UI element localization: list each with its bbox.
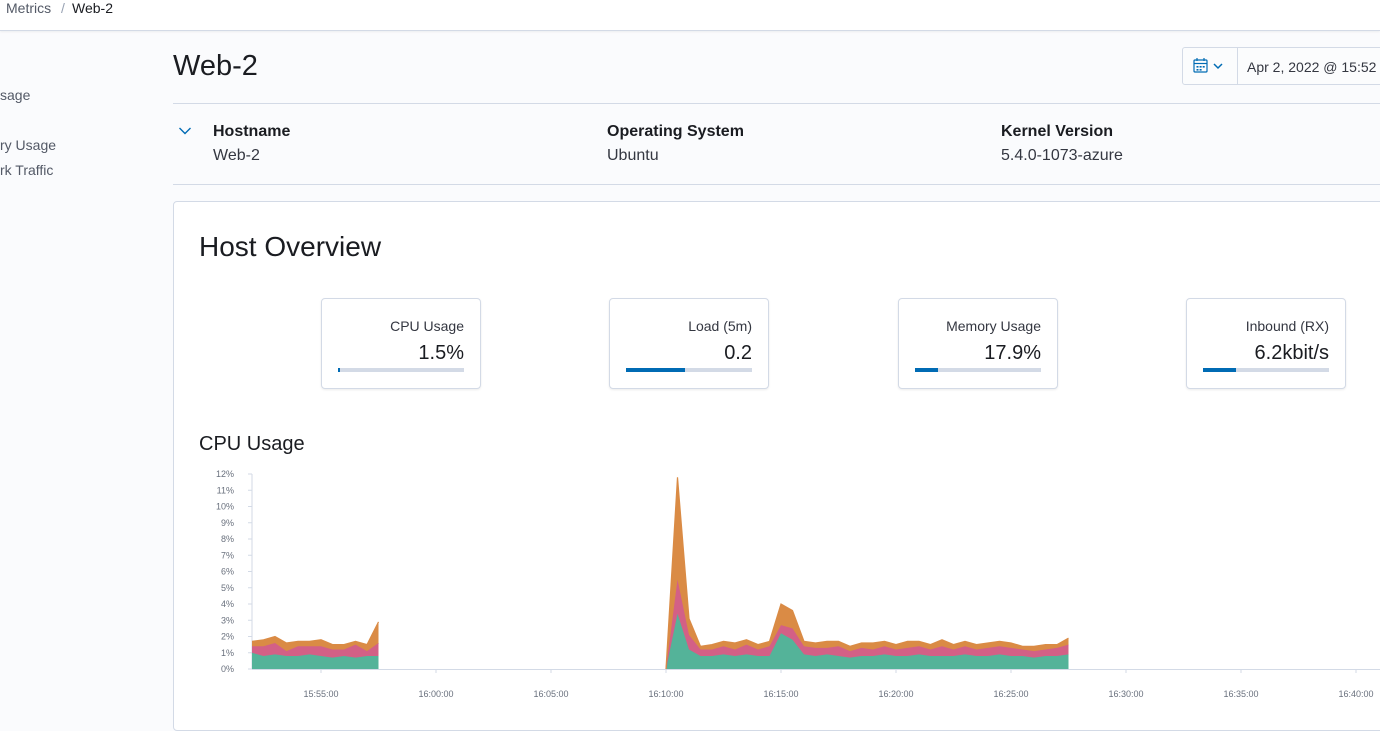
calendar-icon: [1193, 58, 1223, 73]
x-tick-label: 16:00:00: [418, 689, 453, 699]
y-tick-label: 6%: [221, 567, 234, 577]
area-orange: [666, 477, 1069, 669]
kpi-label: Load (5m): [688, 318, 752, 334]
hostname-value: Web-2: [213, 147, 260, 164]
area-orange: [252, 621, 379, 652]
top-bar: Metrics / Web-2: [0, 0, 1380, 31]
y-tick-label: 5%: [221, 583, 234, 593]
y-tick-label: 4%: [221, 599, 234, 609]
area-pink: [252, 643, 379, 658]
os-label: Operating System: [607, 123, 744, 140]
kpi-label: CPU Usage: [390, 318, 464, 334]
y-tick-label: 0%: [221, 664, 234, 674]
divider: [173, 103, 1380, 104]
y-tick-label: 2%: [221, 632, 234, 642]
hostname-label: Hostname: [213, 123, 291, 140]
y-tick-label: 12%: [216, 469, 234, 479]
kpi-progress-bar: [915, 368, 1041, 372]
line-orange: [665, 477, 1069, 670]
x-tick-label: 16:10:00: [648, 689, 683, 699]
x-tick-label: 16:30:00: [1108, 689, 1143, 699]
kpi-load: Load (5m) 0.2: [609, 298, 769, 389]
host-overview-title: Host Overview: [199, 231, 382, 262]
kpi-value: 1.5%: [418, 342, 464, 364]
kpi-progress-fill: [626, 368, 686, 372]
cpu-usage-chart: 0% 1% 2% 3% 4% 5% 6% 7% 8% 9% 10% 11% 12% 15:55:00 16:…: [216, 469, 1380, 699]
y-tick-label: 1%: [221, 648, 234, 658]
date-quick-menu-button[interactable]: [1183, 48, 1238, 84]
kernel-value: 5.4.0-1073-azure: [1001, 147, 1123, 164]
os-value: Ubuntu: [607, 147, 659, 164]
y-tick-label: 9%: [221, 518, 234, 528]
sidebar-item-memory-usage[interactable]: ry Usage: [0, 137, 57, 153]
date-range-start[interactable]: Apr 2, 2022 @ 15:52: [1247, 59, 1377, 75]
kpi-progress-fill: [338, 368, 340, 372]
y-tick-label: 8%: [221, 534, 234, 544]
breadcrumb-current: Web-2: [72, 0, 113, 16]
cpu-usage-chart-title: CPU Usage: [199, 433, 305, 455]
kpi-label: Memory Usage: [946, 318, 1041, 334]
y-tick-label: 7%: [221, 550, 234, 560]
kpi-progress-bar: [626, 368, 752, 372]
kpi-progress-bar: [338, 368, 464, 372]
x-tick-label: 16:15:00: [763, 689, 798, 699]
kpi-value: 0.2: [724, 342, 752, 364]
line-orange: [251, 621, 380, 646]
y-tick-label: 11%: [217, 485, 234, 495]
divider: [173, 184, 1380, 185]
sidebar-item-cpu-usage[interactable]: sage: [0, 87, 31, 103]
x-tick-label: 15:55:00: [303, 689, 338, 699]
collapse-chevron-icon[interactable]: [178, 126, 192, 136]
kpi-memory-usage: Memory Usage 17.9%: [898, 298, 1058, 389]
kpi-progress-bar: [1203, 368, 1329, 372]
kpi-cpu-usage: CPU Usage 1.5%: [321, 298, 481, 389]
x-tick-label: 16:20:00: [878, 689, 913, 699]
x-tick-label: 16:40:00: [1338, 689, 1373, 699]
x-tick-label: 16:35:00: [1223, 689, 1258, 699]
breadcrumb-separator: /: [61, 0, 65, 16]
date-picker: Apr 2, 2022 @ 15:52: [1182, 47, 1380, 85]
kpi-value: 17.9%: [984, 342, 1041, 364]
kpi-value: 6.2kbit/s: [1254, 342, 1329, 364]
y-tick-label: 3%: [221, 615, 234, 625]
x-tick-label: 16:05:00: [533, 689, 568, 699]
chevron-down-icon: [1213, 63, 1223, 70]
kpi-progress-fill: [915, 368, 938, 372]
kpi-inbound-rx: Inbound (RX) 6.2kbit/s: [1186, 298, 1346, 389]
page-title: Web-2: [173, 50, 258, 82]
kpi-label: Inbound (RX): [1245, 318, 1329, 334]
area-pink: [666, 579, 1069, 669]
x-tick-label: 16:25:00: [993, 689, 1028, 699]
kernel-label: Kernel Version: [1001, 123, 1114, 140]
sidebar-item-network-traffic[interactable]: rk Traffic: [0, 162, 54, 178]
y-tick-label: 10%: [216, 502, 234, 512]
breadcrumb-metrics[interactable]: Metrics: [6, 0, 52, 16]
kpi-progress-fill: [1203, 368, 1236, 372]
